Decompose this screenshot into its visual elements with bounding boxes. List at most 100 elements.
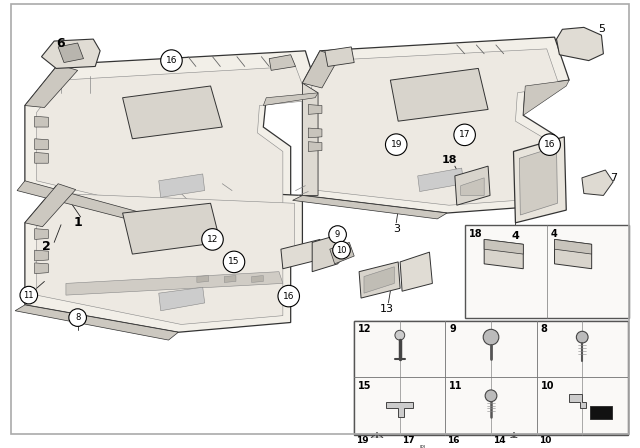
Polygon shape <box>418 168 463 192</box>
Polygon shape <box>35 250 49 261</box>
Polygon shape <box>58 43 83 63</box>
Text: 13: 13 <box>380 304 394 314</box>
Circle shape <box>483 329 499 345</box>
Circle shape <box>385 134 407 155</box>
Polygon shape <box>197 276 209 282</box>
Polygon shape <box>17 181 179 230</box>
Text: 18: 18 <box>468 228 482 239</box>
Bar <box>354 434 628 435</box>
Text: 2: 2 <box>42 240 51 253</box>
Circle shape <box>202 228 223 250</box>
Text: 15: 15 <box>228 258 240 267</box>
Circle shape <box>509 437 518 447</box>
Circle shape <box>577 331 588 343</box>
Polygon shape <box>468 443 476 448</box>
Polygon shape <box>330 242 354 264</box>
Polygon shape <box>263 93 318 106</box>
Bar <box>354 320 628 434</box>
Text: 4: 4 <box>550 228 557 239</box>
Circle shape <box>278 285 300 307</box>
Polygon shape <box>281 239 322 269</box>
Polygon shape <box>303 51 340 88</box>
Text: 9: 9 <box>449 324 456 335</box>
Text: 6: 6 <box>57 38 65 51</box>
Bar <box>590 405 612 419</box>
Polygon shape <box>25 184 303 332</box>
Polygon shape <box>303 37 569 213</box>
Bar <box>465 225 629 318</box>
Circle shape <box>333 241 350 259</box>
Polygon shape <box>554 239 591 269</box>
Text: 9: 9 <box>335 230 340 239</box>
Polygon shape <box>66 271 283 295</box>
Polygon shape <box>308 104 322 114</box>
Polygon shape <box>460 439 476 447</box>
Text: 15: 15 <box>358 381 372 391</box>
Text: 10: 10 <box>539 436 551 445</box>
Polygon shape <box>269 55 296 70</box>
Polygon shape <box>36 194 294 324</box>
Polygon shape <box>484 239 524 269</box>
Text: 12: 12 <box>207 235 218 244</box>
Polygon shape <box>123 86 222 139</box>
Polygon shape <box>310 49 559 205</box>
Polygon shape <box>25 65 77 108</box>
Polygon shape <box>35 116 49 127</box>
Polygon shape <box>35 152 49 163</box>
Polygon shape <box>25 51 318 223</box>
Text: 14: 14 <box>493 436 506 445</box>
Circle shape <box>370 435 384 448</box>
Text: 5: 5 <box>598 24 605 34</box>
Bar <box>411 440 435 448</box>
Polygon shape <box>303 83 318 195</box>
Text: 16: 16 <box>283 292 294 301</box>
Polygon shape <box>386 402 413 417</box>
Text: 17: 17 <box>402 436 414 445</box>
Polygon shape <box>25 184 76 227</box>
Circle shape <box>395 330 404 340</box>
Polygon shape <box>484 239 524 254</box>
Polygon shape <box>308 128 322 138</box>
Circle shape <box>454 124 476 146</box>
Text: 10: 10 <box>541 381 554 391</box>
Text: 3: 3 <box>393 224 400 234</box>
Polygon shape <box>308 142 322 151</box>
Text: 16: 16 <box>447 436 460 445</box>
Polygon shape <box>550 440 569 448</box>
Text: 7: 7 <box>610 173 617 183</box>
Polygon shape <box>364 267 394 293</box>
Text: 19: 19 <box>390 140 402 149</box>
Polygon shape <box>359 262 400 298</box>
Polygon shape <box>519 146 557 215</box>
Polygon shape <box>36 66 308 215</box>
Text: 17: 17 <box>459 130 470 139</box>
Polygon shape <box>460 443 468 448</box>
Polygon shape <box>292 195 447 219</box>
Text: 10: 10 <box>336 246 347 254</box>
Polygon shape <box>325 47 354 66</box>
Polygon shape <box>224 276 236 282</box>
Text: 19: 19 <box>356 436 369 445</box>
Polygon shape <box>390 69 488 121</box>
Polygon shape <box>554 239 591 254</box>
Text: 18: 18 <box>441 155 457 165</box>
Polygon shape <box>524 80 569 115</box>
Polygon shape <box>312 235 344 271</box>
Bar <box>354 320 628 434</box>
Text: 11: 11 <box>24 291 34 300</box>
Text: 11: 11 <box>449 381 463 391</box>
Polygon shape <box>513 137 566 223</box>
Circle shape <box>329 226 346 243</box>
Circle shape <box>69 309 86 327</box>
Text: 8: 8 <box>75 313 81 322</box>
Polygon shape <box>455 166 490 205</box>
Polygon shape <box>35 228 49 239</box>
Polygon shape <box>252 276 263 282</box>
Polygon shape <box>42 39 100 69</box>
Text: 16: 16 <box>166 56 177 65</box>
Text: IPI: IPI <box>419 445 426 448</box>
Polygon shape <box>557 27 604 60</box>
Circle shape <box>20 286 38 304</box>
Circle shape <box>539 134 561 155</box>
Text: 1: 1 <box>73 216 82 229</box>
